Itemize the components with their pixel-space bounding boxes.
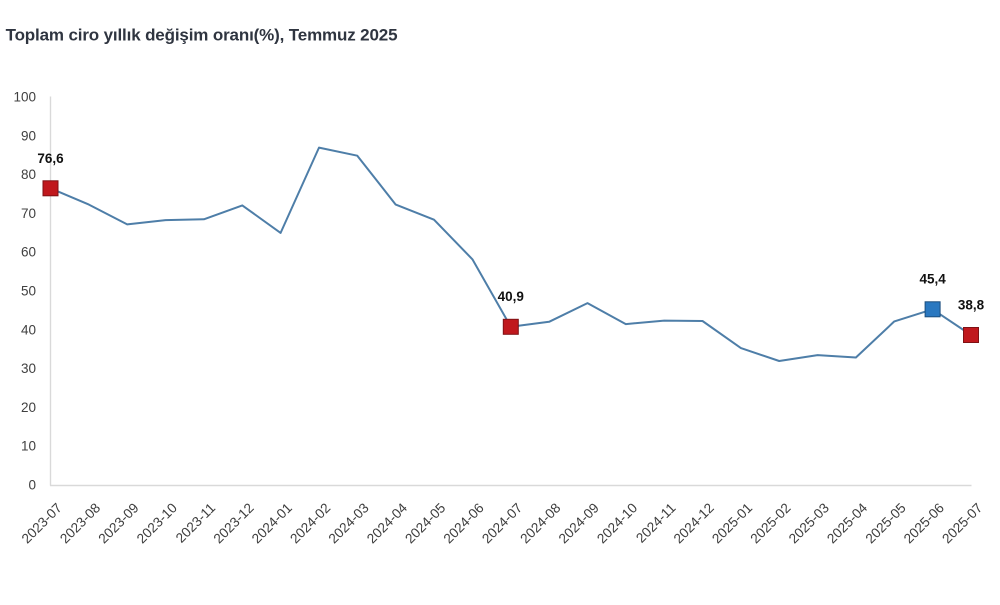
svg-text:45,4: 45,4 (919, 271, 946, 286)
svg-text:10: 10 (21, 439, 36, 454)
svg-text:80: 80 (21, 167, 36, 182)
svg-text:70: 70 (21, 206, 36, 221)
svg-text:76,6: 76,6 (37, 151, 64, 166)
svg-text:50: 50 (21, 284, 36, 299)
svg-text:40,9: 40,9 (498, 289, 524, 304)
svg-text:0: 0 (28, 478, 36, 493)
svg-text:90: 90 (21, 128, 36, 143)
svg-text:40: 40 (21, 322, 36, 337)
svg-text:Toplam ciro yıllık değişim ora: Toplam ciro yıllık değişim oranı(%), Tem… (6, 26, 398, 45)
svg-text:20: 20 (21, 400, 36, 415)
svg-text:100: 100 (13, 90, 36, 105)
svg-text:30: 30 (21, 361, 36, 376)
svg-text:60: 60 (21, 245, 36, 260)
svg-text:38,8: 38,8 (958, 297, 985, 312)
